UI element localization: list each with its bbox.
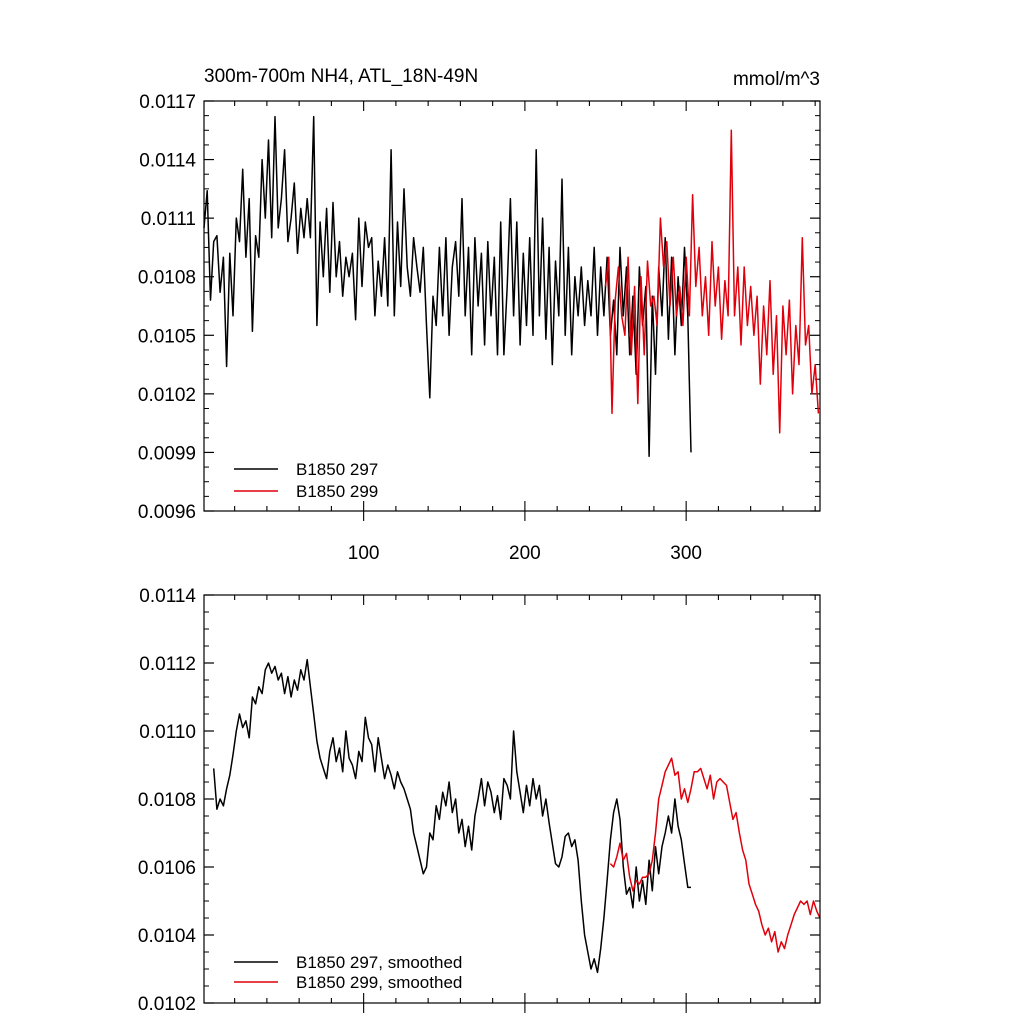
units-label: mmol/m^3 [733, 69, 820, 90]
top-legend: B1850 297 B1850 299 [234, 460, 378, 501]
bottom-plot-area: 0.0102 0.0104 0.0106 0.0108 0.0110 0.0112 0.01… [138, 586, 821, 1015]
top-plot-area: 0.0096 0.0099 0.0102 0.0105 0.0108 0.0111 0.01… [138, 92, 820, 564]
y-tick-label: 0.0114 [139, 151, 196, 172]
chart-title: 300m-700m NH4, ATL_18N-49N [204, 66, 478, 87]
y-tick-label: 0.0114 [139, 586, 196, 607]
y-tick-label: 0.0106 [138, 858, 196, 879]
y-tick-label: 0.0099 [138, 443, 196, 464]
top-panel: 300m-700m NH4, ATL_18N-49N mmol/m^3 0.00… [138, 66, 821, 564]
y-tick-label: 0.0096 [138, 502, 196, 523]
y-tick-label: 0.0104 [138, 926, 197, 947]
y-tick-label: 0.0112 [139, 654, 196, 675]
bottom-legend: B1850 297, smoothed B1850 299, smoothed [234, 953, 462, 992]
series-line-b1850-299-smoothed [609, 757, 821, 953]
y-tick-label: 0.0105 [138, 326, 196, 347]
series-line-b1850-297-smoothed [212, 658, 691, 974]
top-plot-frame [203, 100, 821, 512]
legend-label-b1850-299: B1850 299 [296, 482, 378, 501]
x-tick-label: 300 [670, 543, 702, 564]
y-tick-label: 0.0117 [139, 92, 196, 113]
legend-label-b1850-297-smoothed: B1850 297, smoothed [296, 953, 462, 972]
legend-label-b1850-299-smoothed: B1850 299, smoothed [296, 973, 462, 992]
legend-label-b1850-297: B1850 297 [296, 460, 378, 479]
bottom-panel: 0.0102 0.0104 0.0106 0.0108 0.0110 0.0112 0.01… [138, 586, 821, 1015]
y-tick-label: 0.0102 [138, 994, 196, 1015]
x-tick-label: 200 [509, 543, 541, 564]
series-line-b1850-297 [203, 115, 692, 458]
y-tick-label: 0.0108 [138, 268, 196, 289]
bottom-plot-frame [203, 594, 821, 1004]
x-tick-label: 100 [348, 543, 380, 564]
y-tick-label: 0.0111 [141, 209, 196, 230]
y-tick-label: 0.0102 [138, 385, 196, 406]
y-tick-label: 0.0110 [139, 722, 196, 743]
y-tick-label: 0.0108 [138, 790, 196, 811]
series-line-b1850-299 [604, 129, 820, 434]
